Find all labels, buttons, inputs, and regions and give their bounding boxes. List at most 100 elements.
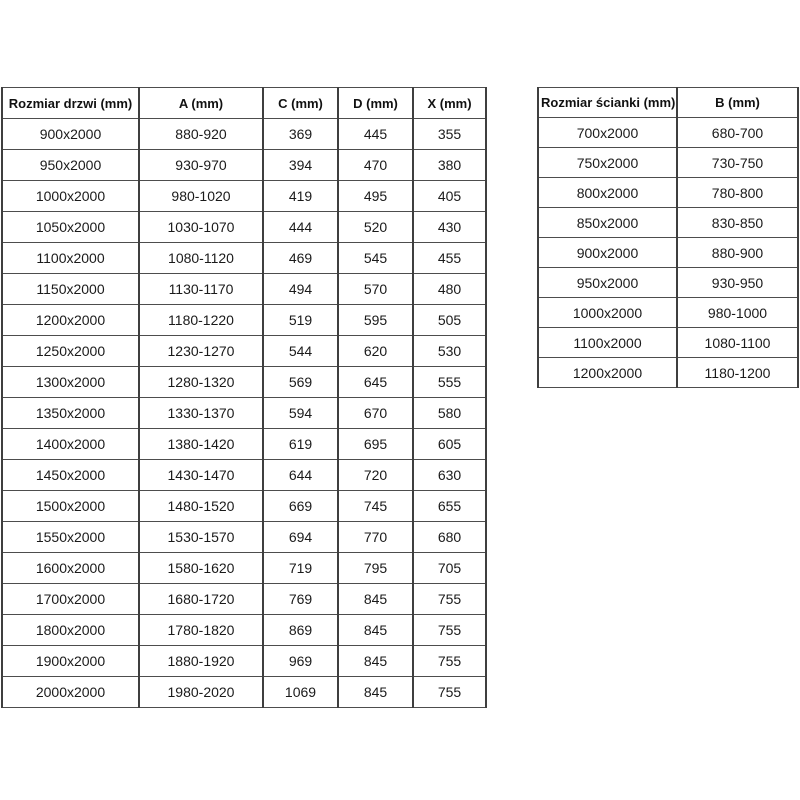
table-cell: 1880-1920 (138, 645, 264, 677)
table-row: 2000x2000 1980-2020 1069 845 755 (1, 676, 487, 708)
table-cell: 720 (337, 459, 414, 491)
table-cell: 730-750 (676, 147, 799, 178)
table-cell: 1150x2000 (1, 273, 140, 305)
table-cell: 520 (337, 211, 414, 243)
table-cell: 1450x2000 (1, 459, 140, 491)
table-cell: 1330-1370 (138, 397, 264, 429)
table-cell: 1580-1620 (138, 552, 264, 584)
table-row: 1700x2000 1680-1720 769 845 755 (1, 583, 487, 615)
table-row: 900x2000 880-920 369 445 355 (1, 118, 487, 150)
table-row: 950x2000 930-970 394 470 380 (1, 149, 487, 181)
table-cell: 355 (412, 118, 487, 150)
table-cell: 1280-1320 (138, 366, 264, 398)
wall-sizes-table: Rozmiar ścianki (mm) B (mm) 700x2000 680-70… (537, 87, 799, 388)
table-cell: 705 (412, 552, 487, 584)
table-cell: 680-700 (676, 117, 799, 148)
table-cell: 950x2000 (537, 267, 678, 298)
table-cell: 1780-1820 (138, 614, 264, 646)
table-cell: 605 (412, 428, 487, 460)
table-cell: 494 (262, 273, 339, 305)
table-cell: 1180-1220 (138, 304, 264, 336)
table-cell: 1550x2000 (1, 521, 140, 553)
table-cell: 655 (412, 490, 487, 522)
table-cell: 950x2000 (1, 149, 140, 181)
table-cell: 845 (337, 583, 414, 615)
table-row: 1300x2000 1280-1320 569 645 555 (1, 366, 487, 398)
table-cell: 1600x2000 (1, 552, 140, 584)
table-cell: 694 (262, 521, 339, 553)
table-cell: 445 (337, 118, 414, 150)
table-cell: 630 (412, 459, 487, 491)
table-cell: 2000x2000 (1, 676, 140, 708)
table-row: 1550x2000 1530-1570 694 770 680 (1, 521, 487, 553)
table-cell: 470 (337, 149, 414, 181)
table-cell: 750x2000 (537, 147, 678, 178)
header-row: Rozmiar drzwi (mm) A (mm) C (mm) D (mm) X (m… (1, 87, 487, 119)
table-row: 1200x2000 1180-1220 519 595 505 (1, 304, 487, 336)
table-cell: 900x2000 (537, 237, 678, 268)
table-cell: 1200x2000 (537, 357, 678, 388)
table-cell: 1430-1470 (138, 459, 264, 491)
table-row: 1500x2000 1480-1520 669 745 655 (1, 490, 487, 522)
table-row: 900x2000 880-900 (537, 237, 799, 268)
table-cell: 745 (337, 490, 414, 522)
column-header: D (mm) (337, 87, 414, 119)
table-cell: 594 (262, 397, 339, 429)
table-row: 1100x2000 1080-1100 (537, 327, 799, 358)
table-cell: 405 (412, 180, 487, 212)
table-cell: 469 (262, 242, 339, 274)
column-header: X (mm) (412, 87, 487, 119)
table-cell: 1700x2000 (1, 583, 140, 615)
table-row: 1600x2000 1580-1620 719 795 705 (1, 552, 487, 584)
table-cell: 1230-1270 (138, 335, 264, 367)
table-cell: 519 (262, 304, 339, 336)
table-cell: 969 (262, 645, 339, 677)
table-cell: 755 (412, 583, 487, 615)
table-row: 750x2000 730-750 (537, 147, 799, 178)
table-cell: 644 (262, 459, 339, 491)
table-cell: 1030-1070 (138, 211, 264, 243)
table-cell: 1500x2000 (1, 490, 140, 522)
table-cell: 545 (337, 242, 414, 274)
table-cell: 755 (412, 614, 487, 646)
table-cell: 1300x2000 (1, 366, 140, 398)
table-cell: 1100x2000 (537, 327, 678, 358)
table-row: 1800x2000 1780-1820 869 845 755 (1, 614, 487, 646)
table-cell: 845 (337, 645, 414, 677)
table-cell: 800x2000 (537, 177, 678, 208)
table-cell: 1530-1570 (138, 521, 264, 553)
table-cell: 1400x2000 (1, 428, 140, 460)
table-cell: 1380-1420 (138, 428, 264, 460)
table-cell: 570 (337, 273, 414, 305)
table-cell: 900x2000 (1, 118, 140, 150)
table-cell: 1080-1120 (138, 242, 264, 274)
table-cell: 544 (262, 335, 339, 367)
table-cell: 1069 (262, 676, 339, 708)
table-cell: 1130-1170 (138, 273, 264, 305)
table-cell: 1350x2000 (1, 397, 140, 429)
table-cell: 480 (412, 273, 487, 305)
table-cell: 869 (262, 614, 339, 646)
table-cell: 645 (337, 366, 414, 398)
table-cell: 1000x2000 (537, 297, 678, 328)
table-cell: 1050x2000 (1, 211, 140, 243)
table-cell: 755 (412, 645, 487, 677)
table-cell: 980-1020 (138, 180, 264, 212)
table-cell: 595 (337, 304, 414, 336)
table-cell: 1900x2000 (1, 645, 140, 677)
table-row: 1400x2000 1380-1420 619 695 605 (1, 428, 487, 460)
column-header: Rozmiar drzwi (mm) (1, 87, 140, 119)
table-cell: 1480-1520 (138, 490, 264, 522)
table-cell: 830-850 (676, 207, 799, 238)
table-cell: 1180-1200 (676, 357, 799, 388)
table-cell: 380 (412, 149, 487, 181)
table-cell: 719 (262, 552, 339, 584)
table-cell: 700x2000 (537, 117, 678, 148)
table-cell: 850x2000 (537, 207, 678, 238)
table-cell: 369 (262, 118, 339, 150)
table-cell: 1680-1720 (138, 583, 264, 615)
table-cell: 1000x2000 (1, 180, 140, 212)
column-header: A (mm) (138, 87, 264, 119)
table-cell: 930-970 (138, 149, 264, 181)
